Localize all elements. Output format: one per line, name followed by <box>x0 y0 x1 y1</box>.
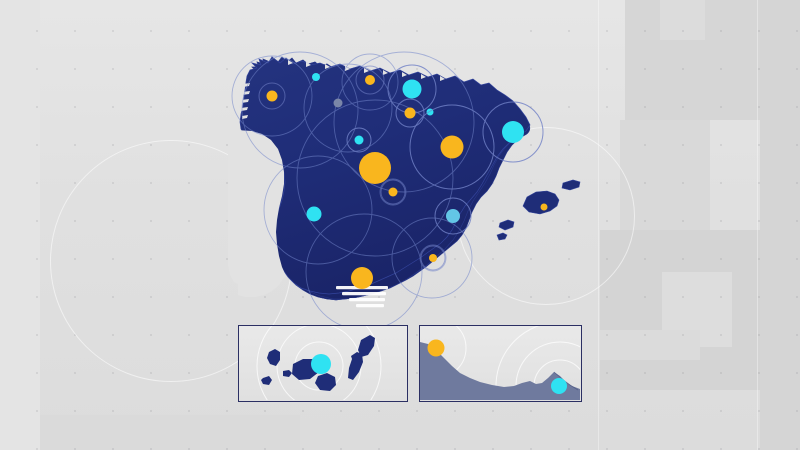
overlay-ring <box>303 63 393 153</box>
marker-aragon[interactable] <box>409 104 495 190</box>
coast-highlight-line <box>553 371 579 391</box>
north-africa-coast-shape <box>420 342 580 400</box>
marker-dot[interactable] <box>354 135 364 145</box>
background-stripe <box>757 0 758 450</box>
marker-dot[interactable] <box>502 121 524 143</box>
overlay-ring <box>263 155 373 265</box>
overlay-ring <box>296 99 454 257</box>
marker-valencia[interactable] <box>434 197 472 235</box>
inset-north-africa-markers <box>427 339 567 394</box>
marker-extremadura[interactable] <box>306 206 322 222</box>
marker-ring <box>380 179 406 205</box>
ibiza-shape <box>498 219 515 231</box>
marker-ring <box>258 82 286 110</box>
marker-cantabria[interactable] <box>355 65 385 95</box>
marker-madrid[interactable] <box>359 152 391 184</box>
el-hierro-shape <box>283 370 292 377</box>
marker-dot[interactable] <box>404 107 416 119</box>
marker-canarias[interactable] <box>311 354 331 374</box>
marker-navarra[interactable] <box>395 98 425 128</box>
overlay-ring <box>241 51 359 169</box>
marker-ring <box>355 65 385 95</box>
inset-canary-islands[interactable] <box>238 325 408 402</box>
portugal-border-cut <box>228 130 286 288</box>
fuerteventura-shape <box>348 352 363 380</box>
marker-dot[interactable] <box>446 209 460 223</box>
marker-dot[interactable] <box>333 98 343 108</box>
balearic-islands <box>496 179 581 241</box>
overlay-ring <box>231 55 313 137</box>
marker-castilla-leon[interactable] <box>346 127 372 153</box>
la-palma-shape <box>267 349 280 366</box>
marker-dot[interactable] <box>402 79 422 99</box>
inset-canary-markers <box>311 354 331 374</box>
marker-dot[interactable] <box>388 187 398 197</box>
lanzarote-shape <box>358 335 375 357</box>
overlay-ring <box>333 51 475 193</box>
inset-ceuta-melilla[interactable] <box>419 325 582 402</box>
marker-baleares[interactable] <box>540 203 548 211</box>
background-stripe <box>598 0 599 450</box>
marker-melilla[interactable] <box>551 378 567 394</box>
marker-cataluna[interactable] <box>482 101 544 163</box>
marker-ring <box>482 101 544 163</box>
marker-andalucia[interactable] <box>351 267 373 289</box>
la-gomera-shape <box>261 376 272 385</box>
marker-dot[interactable] <box>351 267 373 289</box>
marker-dot[interactable] <box>440 135 464 159</box>
marker-nodata-north[interactable] <box>333 98 343 108</box>
marker-ring <box>420 245 446 271</box>
marker-castilla-mancha[interactable] <box>380 179 406 205</box>
marker-dot[interactable] <box>359 152 391 184</box>
formentera-shape <box>496 232 508 241</box>
map-markers <box>258 64 548 289</box>
marker-ring <box>409 104 495 190</box>
marker-galicia[interactable] <box>258 82 286 110</box>
marker-ring <box>395 98 425 128</box>
menorca-shape <box>561 179 581 191</box>
mallorca-shape <box>522 190 560 215</box>
overlay-ring <box>391 217 473 299</box>
overlay-ring <box>341 53 399 111</box>
marker-ceuta[interactable] <box>427 339 445 357</box>
marker-ring <box>346 127 372 153</box>
gran-canaria-shape <box>315 373 336 391</box>
marker-ring <box>434 197 472 235</box>
marker-dot[interactable] <box>540 203 548 211</box>
marker-dot[interactable] <box>266 90 278 102</box>
marker-asturias[interactable] <box>312 73 320 81</box>
marker-dot[interactable] <box>306 206 322 222</box>
marker-dot[interactable] <box>312 73 320 81</box>
north-coast-jags <box>288 60 445 81</box>
marker-dot[interactable] <box>429 254 437 262</box>
marker-dot[interactable] <box>365 75 375 85</box>
marker-murcia[interactable] <box>420 245 446 271</box>
